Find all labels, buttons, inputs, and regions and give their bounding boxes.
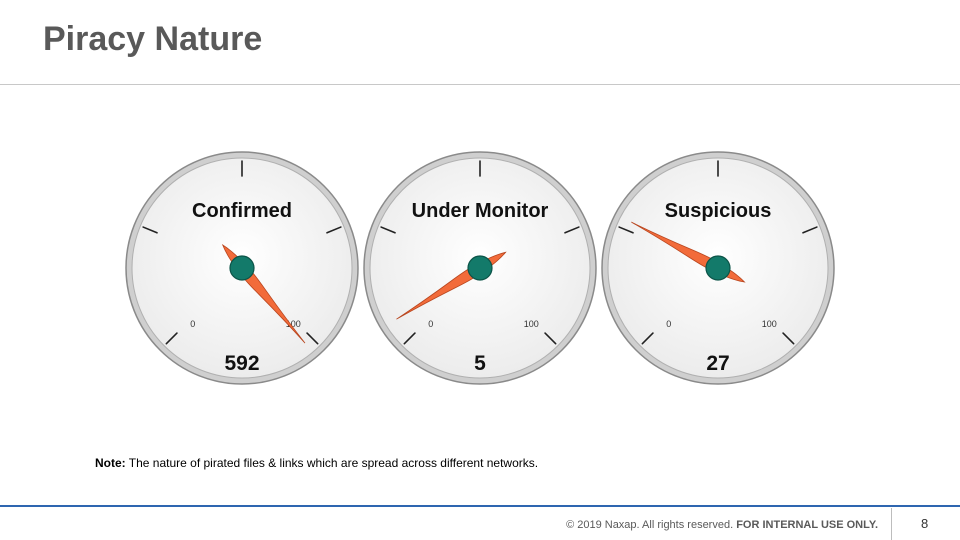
page-number: 8 <box>921 516 929 531</box>
gauge-min-label: 0 <box>428 319 433 329</box>
gauge-1: 0 100 Under Monitor 5 <box>363 151 597 385</box>
gauge-min-label: 0 <box>190 319 195 329</box>
gauge-value: 27 <box>706 352 729 375</box>
gauge-value: 592 <box>224 352 259 375</box>
gauge-tick-3 <box>564 226 580 234</box>
copyright-text: © 2019 Naxap. All rights reserved. <box>566 519 737 531</box>
gauge-tick-4 <box>544 332 557 345</box>
gauge-tick-4 <box>782 332 795 345</box>
gauge-max-label: 100 <box>286 319 301 329</box>
gauge-hub <box>705 255 731 281</box>
gauge-max-label: 100 <box>524 319 539 329</box>
footer-divider <box>891 508 892 540</box>
gauge-tick-0 <box>165 332 178 345</box>
gauge-tick-0 <box>641 332 654 345</box>
gauge-2: 0 100 Suspicious 27 <box>601 151 835 385</box>
gauge-min-label: 0 <box>666 319 671 329</box>
internal-use-label: FOR INTERNAL USE ONLY. <box>736 519 878 531</box>
gauge-tick-1 <box>618 226 634 234</box>
gauge-tick-4 <box>306 332 319 345</box>
title-divider <box>0 84 960 85</box>
gauge-hub <box>229 255 255 281</box>
note-text: The nature of pirated files & links whic… <box>125 456 539 470</box>
gauge-title: Under Monitor <box>412 200 549 222</box>
gauge-tick-1 <box>142 226 158 234</box>
gauge-value: 5 <box>474 352 486 375</box>
page-title: Piracy Nature <box>43 20 263 58</box>
gauge-tick-1 <box>380 226 396 234</box>
footer-rule <box>0 505 960 507</box>
gauge-tick-3 <box>326 226 342 234</box>
gauge-tick-0 <box>403 332 416 345</box>
footer: © 2019 Naxap. All rights reserved. FOR I… <box>566 519 878 531</box>
gauge-max-label: 100 <box>762 319 777 329</box>
gauge-title: Suspicious <box>665 200 772 222</box>
gauge-title: Confirmed <box>192 200 292 222</box>
gauge-hub <box>467 255 493 281</box>
note: Note: The nature of pirated files & link… <box>95 456 538 470</box>
note-label: Note: <box>95 456 126 470</box>
gauge-tick-3 <box>802 226 818 234</box>
gauge-0: 0 100 Confirmed 592 <box>125 151 359 385</box>
